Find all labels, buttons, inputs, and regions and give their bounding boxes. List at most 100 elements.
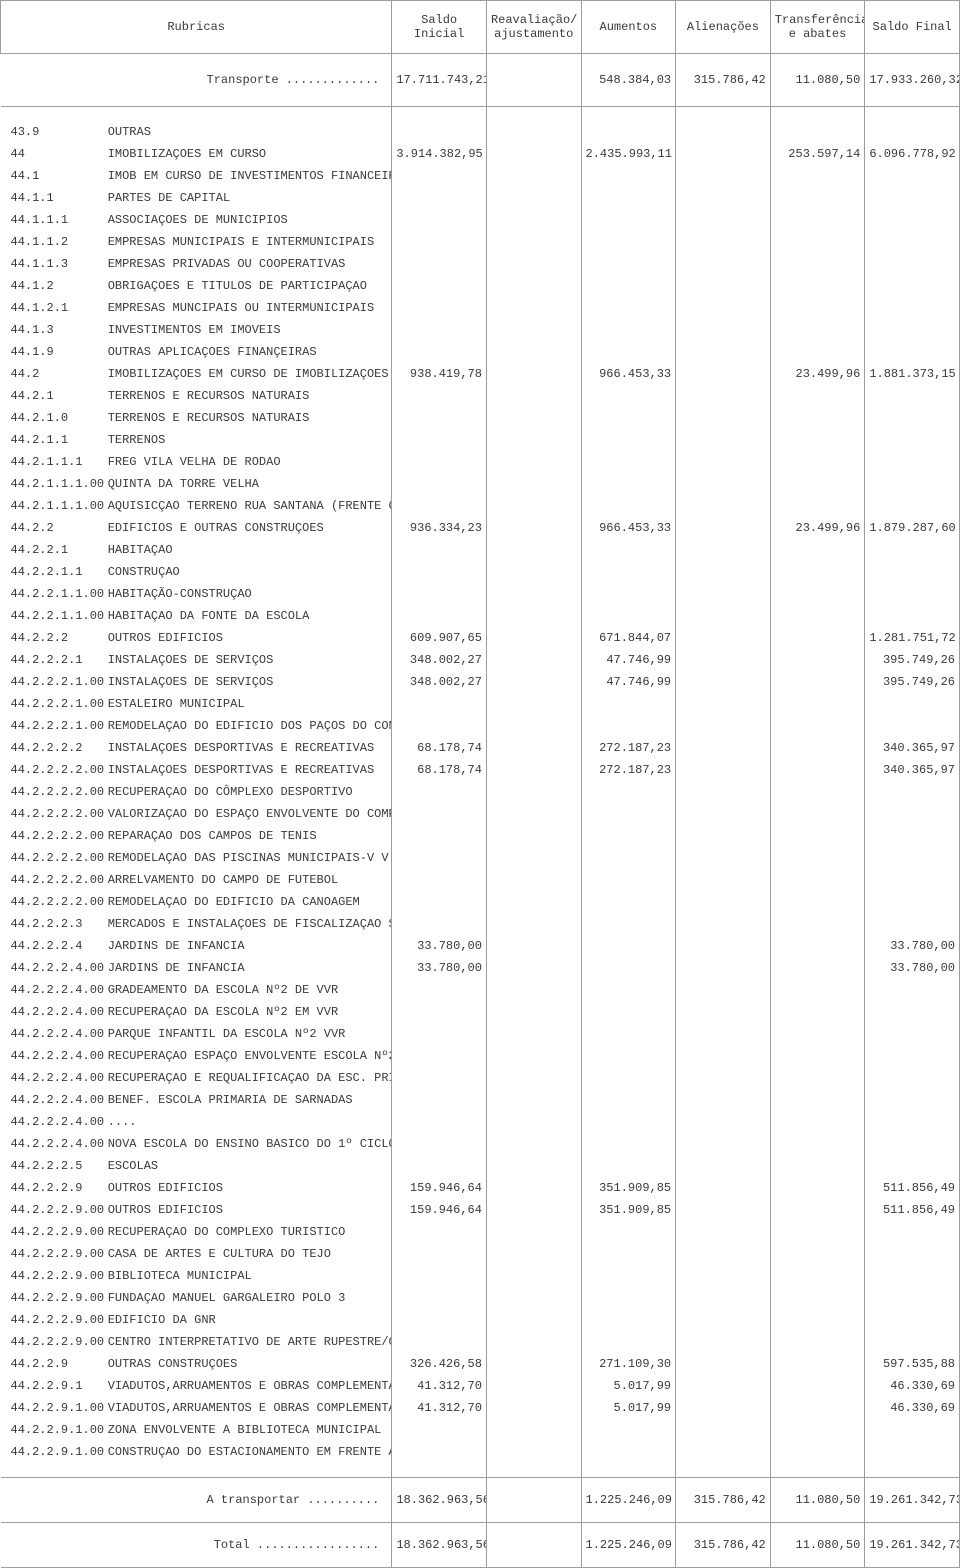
cell-saldo-inicial: 938.419,78 bbox=[392, 363, 487, 385]
cell-alienacoes bbox=[676, 451, 771, 473]
cell-reavaliacao bbox=[486, 495, 581, 517]
transporte-label: Transporte ............. bbox=[1, 54, 392, 107]
transporte-alienacoes: 315.786,42 bbox=[676, 54, 771, 107]
cell-aumentos: 271.109,30 bbox=[581, 1353, 676, 1375]
cell-saldo-inicial bbox=[392, 1265, 487, 1287]
rubrica-code: 44.2.2.2.9 bbox=[1, 1177, 104, 1199]
rubrica-code: 44.2.2.2.9.002 bbox=[1, 1243, 104, 1265]
rubrica-desc: VIADUTOS,ARRUAMENTOS E OBRAS COMPLEMENTA… bbox=[104, 1375, 392, 1397]
cell-reavaliacao bbox=[486, 1023, 581, 1045]
cell-aumentos bbox=[581, 1067, 676, 1089]
a-transportar-saldo-inicial: 18.362.963,56 bbox=[392, 1478, 487, 1523]
rubrica-code: 44.2.2.2.4.007 bbox=[1, 1111, 104, 1133]
cell-saldo-inicial bbox=[392, 605, 487, 627]
cell-saldo-final bbox=[865, 1331, 960, 1353]
cell-aumentos bbox=[581, 715, 676, 737]
cell-transf bbox=[770, 341, 865, 363]
cell-saldo-final: 395.749,26 bbox=[865, 649, 960, 671]
rubrica-desc: EMPRESAS MUNCIPAIS OU INTERMUNICIPAIS bbox=[104, 297, 392, 319]
cell-reavaliacao bbox=[486, 869, 581, 891]
rubrica-desc: RECUPERAÇAO E REQUALIFICAÇAO DA ESC. PRI… bbox=[104, 1067, 392, 1089]
cell-saldo-final bbox=[865, 825, 960, 847]
cell-alienacoes bbox=[676, 341, 771, 363]
cell-reavaliacao bbox=[486, 165, 581, 187]
table-row: 44.2.2.2.5ESCOLAS bbox=[1, 1155, 960, 1177]
table-row: 44.2.2.9.1.000VIADUTOS,ARRUAMENTOS E OBR… bbox=[1, 1397, 960, 1419]
cell-aumentos bbox=[581, 1155, 676, 1177]
cell-saldo-final bbox=[865, 429, 960, 451]
cell-transf bbox=[770, 1067, 865, 1089]
rubrica-desc: VALORIZAÇAO DO ESPAÇO ENVOLVENTE DO COMP… bbox=[104, 803, 392, 825]
cell-alienacoes bbox=[676, 319, 771, 341]
cell-saldo-inicial bbox=[392, 847, 487, 869]
rubrica-desc: MERCADOS E INSTALAÇOES DE FISCALIZAÇAO S… bbox=[104, 913, 392, 935]
cell-transf bbox=[770, 1397, 865, 1419]
rubrica-desc: OUTROS EDIFICIOS bbox=[104, 627, 392, 649]
cell-reavaliacao bbox=[486, 451, 581, 473]
cell-reavaliacao bbox=[486, 935, 581, 957]
rubrica-desc: FUNDAÇAO MANUEL GARGALEIRO POLO 3 bbox=[104, 1287, 392, 1309]
rubrica-desc: REMODELAÇAO DO EDIFICIO DA CANOAGEM bbox=[104, 891, 392, 913]
cell-saldo-final: 1.879.287,60 bbox=[865, 517, 960, 539]
total-aumentos: 1.225.246,09 bbox=[581, 1523, 676, 1568]
cell-saldo-inicial bbox=[392, 1243, 487, 1265]
cell-transf bbox=[770, 1287, 865, 1309]
cell-saldo-inicial bbox=[392, 121, 487, 143]
row-total: Total .................18.362.963,561.22… bbox=[1, 1523, 960, 1568]
cell-saldo-inicial bbox=[392, 495, 487, 517]
cell-aumentos: 47.746,99 bbox=[581, 671, 676, 693]
table-row: 44.2.2.1.1.001HABITAÇAO DA FONTE DA ESCO… bbox=[1, 605, 960, 627]
table-row: 44.1IMOB EM CURSO DE INVESTIMENTOS FINAN… bbox=[1, 165, 960, 187]
table-row: 44.1.2.1EMPRESAS MUNCIPAIS OU INTERMUNIC… bbox=[1, 297, 960, 319]
cell-aumentos bbox=[581, 297, 676, 319]
cell-aumentos bbox=[581, 1023, 676, 1045]
cell-transf bbox=[770, 1375, 865, 1397]
cell-reavaliacao bbox=[486, 605, 581, 627]
rubrica-code: 44.1.1.1 bbox=[1, 209, 104, 231]
transporte-transf: 11.080,50 bbox=[770, 54, 865, 107]
cell-alienacoes bbox=[676, 1243, 771, 1265]
table-row: 44.2.1.0TERRENOS E RECURSOS NATURAIS bbox=[1, 407, 960, 429]
table-header: Rubricas Saldo Inicial Reavaliação/ ajus… bbox=[1, 1, 960, 54]
cell-alienacoes bbox=[676, 1177, 771, 1199]
rubrica-code: 44.2.2.2.1.000 bbox=[1, 671, 104, 693]
rubrica-desc: INVESTIMENTOS EM IMOVEIS bbox=[104, 319, 392, 341]
a-transportar-alienacoes: 315.786,42 bbox=[676, 1478, 771, 1523]
rubrica-code: 44.2.2.2.4.000 bbox=[1, 957, 104, 979]
rubrica-code: 44.2.2.2.2.005 bbox=[1, 869, 104, 891]
cell-transf bbox=[770, 1023, 865, 1045]
cell-saldo-final bbox=[865, 231, 960, 253]
table-row: 44.1.1.2EMPRESAS MUNICIPAIS E INTERMUNIC… bbox=[1, 231, 960, 253]
cell-alienacoes bbox=[676, 561, 771, 583]
table-row: 44.2IMOBILIZAÇOES EM CURSO DE IMOBILIZAÇ… bbox=[1, 363, 960, 385]
cell-saldo-final bbox=[865, 165, 960, 187]
cell-aumentos bbox=[581, 495, 676, 517]
cell-saldo-final: 46.330,69 bbox=[865, 1375, 960, 1397]
table-row: 44.2.2.9.1VIADUTOS,ARRUAMENTOS E OBRAS C… bbox=[1, 1375, 960, 1397]
cell-saldo-final bbox=[865, 209, 960, 231]
cell-alienacoes bbox=[676, 649, 771, 671]
cell-reavaliacao bbox=[486, 1331, 581, 1353]
cell-aumentos bbox=[581, 539, 676, 561]
cell-aumentos bbox=[581, 979, 676, 1001]
transporte-reavaliacao bbox=[486, 54, 581, 107]
rubrica-code: 44.2.2.2.4.006 bbox=[1, 1089, 104, 1111]
cell-saldo-inicial bbox=[392, 1089, 487, 1111]
rubrica-desc: EMPRESAS PRIVADAS OU COOPERATIVAS bbox=[104, 253, 392, 275]
rubrica-code: 44.2.2.2.2 bbox=[1, 737, 104, 759]
rubrica-desc: RECUPERAÇAO DO CÔMPLEXO DESPORTIVO bbox=[104, 781, 392, 803]
cell-saldo-inicial: 609.907,65 bbox=[392, 627, 487, 649]
cell-aumentos: 966.453,33 bbox=[581, 517, 676, 539]
rubrica-desc: JARDINS DE INFANCIA bbox=[104, 935, 392, 957]
cell-transf bbox=[770, 781, 865, 803]
table-row: 44.2.2.1.1CONSTRUÇAO bbox=[1, 561, 960, 583]
rubrica-desc: BIBLIOTECA MUNICIPAL bbox=[104, 1265, 392, 1287]
rubrica-desc: ESCOLAS bbox=[104, 1155, 392, 1177]
cell-alienacoes bbox=[676, 187, 771, 209]
cell-alienacoes bbox=[676, 1397, 771, 1419]
cell-aumentos bbox=[581, 1441, 676, 1463]
table-row: 44.2.2.2.9.000OUTROS EDIFICIOS159.946,64… bbox=[1, 1199, 960, 1221]
cell-reavaliacao bbox=[486, 1309, 581, 1331]
rubrica-code: 44.2.2.2.2.000 bbox=[1, 759, 104, 781]
cell-aumentos bbox=[581, 1001, 676, 1023]
